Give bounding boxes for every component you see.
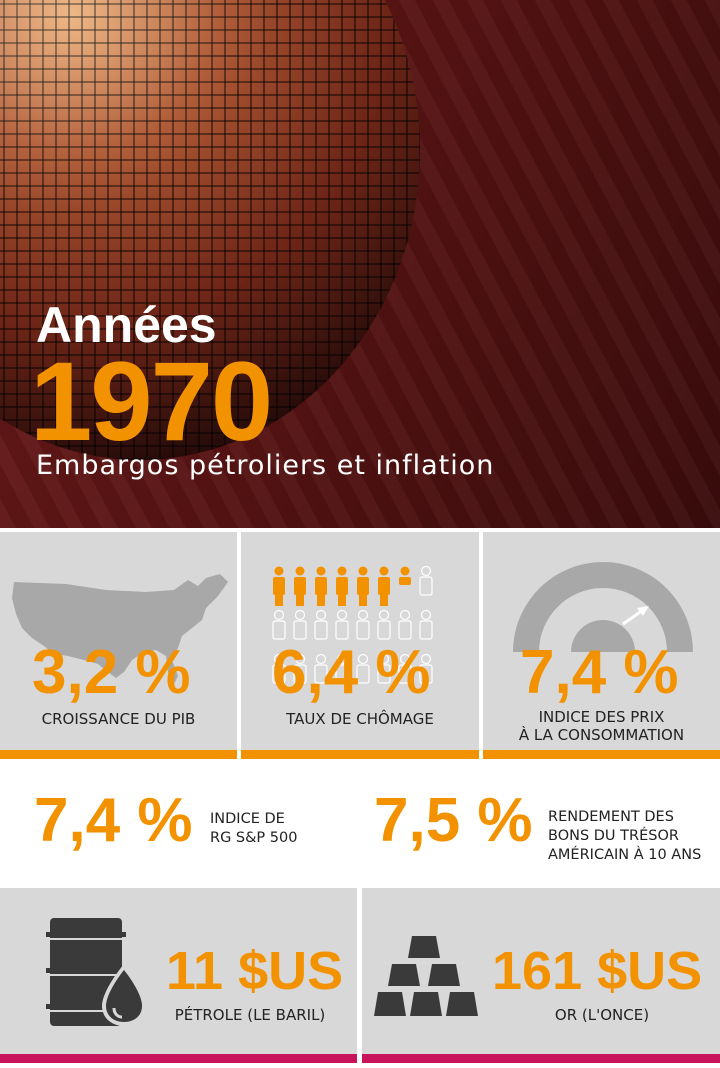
treasury-label-line1: RENDEMENT DES: [548, 809, 674, 825]
market-stats-row: 7,4 % INDICE DE RG S&P 500 7,5 % RENDEME…: [0, 760, 720, 886]
unemployment-value: 6,4 %: [272, 638, 431, 707]
gdp-card: CROISSANCE DU PIB: [0, 532, 237, 759]
sp500-label: INDICE DE RG S&P 500: [210, 810, 297, 848]
person-figure: [377, 653, 391, 684]
gold-card: 161 $US OR (L'ONCE): [362, 888, 720, 1063]
cpi-label-line1: INDICE DES PRIX: [538, 708, 665, 726]
unemployment-accent-bar: [241, 750, 479, 759]
person-figure: [272, 653, 286, 684]
person-figure: [293, 653, 307, 684]
oil-label: PÉTROLE (LE BARIL): [174, 1006, 326, 1024]
person-figure: [293, 609, 307, 640]
oil-barrel-icon: [46, 918, 146, 1026]
gold-accent-bar: [362, 1054, 720, 1063]
person-figure: [315, 566, 327, 606]
person-figure: [314, 653, 328, 684]
person-figure: [419, 609, 433, 640]
cpi-accent-bar: [483, 750, 720, 759]
hero-title: Années: [36, 297, 217, 353]
gold-label: OR (L'ONCE): [554, 1006, 650, 1024]
hero-subtitle: Embargos pétroliers et inflation: [36, 450, 495, 481]
oil-accent-bar: [0, 1054, 357, 1063]
unemployment-card: TAUX DE CHÔMAGE: [241, 532, 479, 759]
person-figure: [419, 566, 433, 596]
gold-bars-icon: [374, 936, 478, 1016]
person-figure: [398, 653, 412, 684]
oil-card: 11 $US PÉTROLE (LE BARIL): [0, 888, 357, 1063]
treasury-value: 7,5 %: [374, 786, 533, 855]
person-figure: [378, 566, 390, 606]
unemployment-label: TAUX DE CHÔMAGE: [286, 710, 434, 728]
cpi-label-line2: À LA CONSOMMATION: [518, 726, 685, 744]
sp500-label-line2: RG S&P 500: [210, 830, 298, 846]
cpi-label: INDICE DES PRIX À LA CONSOMMATION: [483, 708, 720, 744]
hero-banner: Années 1970 Embargos pétroliers et infla…: [0, 0, 720, 528]
person-figure: [335, 609, 349, 640]
person-figure: [377, 609, 391, 640]
disco-ball-image: [0, 0, 420, 460]
person-figure: [398, 609, 412, 640]
person-figure: [336, 566, 348, 606]
treasury-label-line2: BONS DU TRÉSOR: [548, 828, 679, 844]
person-figure: [272, 609, 286, 640]
treasury-label-line3: AMÉRICAIN À 10 ANS: [548, 847, 702, 863]
gdp-value-display: 3,2 %: [32, 638, 191, 707]
person-figure: [314, 609, 328, 640]
person-figure: [356, 653, 370, 684]
people-icon: [272, 566, 433, 684]
person-figure: [294, 566, 306, 606]
person-figure: [356, 609, 370, 640]
person-figure: [419, 653, 433, 684]
treasury-label: RENDEMENT DES BONS DU TRÉSOR AMÉRICAIN À…: [548, 808, 701, 865]
sp500-label-line1: INDICE DE: [210, 811, 285, 827]
cpi-value: 7,4 %: [520, 638, 679, 707]
person-figure: [273, 566, 285, 606]
cpi-card: INDICE DES PRIX À LA CONSOMMATION: [483, 532, 720, 759]
usa-map-icon: [12, 574, 228, 684]
gdp-accent-bar: [0, 750, 237, 759]
hero-year: 1970: [30, 339, 273, 464]
sp500-value: 7,4 %: [34, 786, 193, 855]
person-figure: [399, 566, 411, 585]
person-figure: [357, 566, 369, 606]
oil-value: 11 $US: [166, 941, 344, 1001]
gold-value: 161 $US: [492, 941, 703, 1001]
gdp-label: CROISSANCE DU PIB: [41, 710, 196, 728]
person-figure: [335, 653, 349, 684]
gauge-icon: [513, 562, 693, 652]
